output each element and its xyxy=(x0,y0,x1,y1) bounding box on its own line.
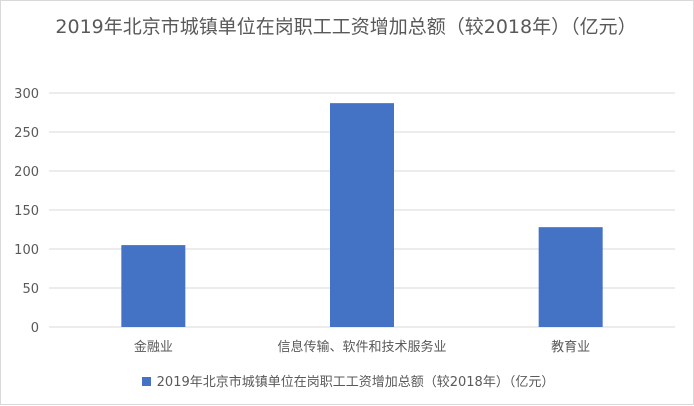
y-tick-label: 50 xyxy=(22,282,39,297)
y-tick-label: 200 xyxy=(14,165,39,180)
bar-1 xyxy=(330,103,394,327)
bars xyxy=(121,103,603,327)
x-tick-label: 信息传输、软件和技术服务业 xyxy=(277,339,446,355)
legend-swatch xyxy=(141,377,151,386)
y-tick-label: 150 xyxy=(14,204,39,219)
x-axis-ticks: 金融业 信息传输、软件和技术服务业 教育业 xyxy=(134,339,590,355)
bar-2 xyxy=(538,227,603,327)
x-tick-label: 教育业 xyxy=(551,339,590,355)
y-tick-label: 100 xyxy=(14,243,39,258)
chart-title: 2019年北京市城镇单位在岗职工工资增加总额（较2018年）（亿元） xyxy=(55,16,637,38)
legend-label: 2019年北京市城镇单位在岗职工工资增加总额（较2018年）（亿元） xyxy=(156,375,555,390)
x-tick-label: 金融业 xyxy=(134,339,173,355)
legend: 2019年北京市城镇单位在岗职工工资增加总额（较2018年）（亿元） xyxy=(1,371,694,390)
y-tick-label: 250 xyxy=(14,126,39,141)
bar-0 xyxy=(121,245,186,327)
y-axis-ticks: 0 50 100 150 200 250 300 xyxy=(14,87,39,336)
y-tick-label: 0 xyxy=(31,321,39,336)
y-tick-label: 300 xyxy=(14,87,39,102)
